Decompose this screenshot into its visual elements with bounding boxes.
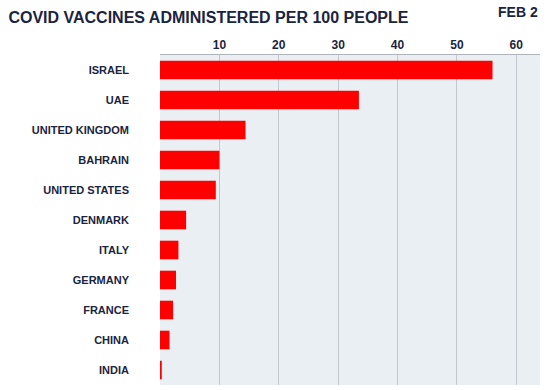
svg-text:BAHRAIN: BAHRAIN (78, 154, 129, 166)
svg-text:10: 10 (213, 38, 227, 52)
svg-text:20: 20 (272, 38, 286, 52)
svg-text:INDIA: INDIA (99, 364, 129, 376)
svg-text:FEB 2: FEB 2 (498, 4, 538, 20)
svg-text:40: 40 (391, 38, 405, 52)
svg-text:GERMANY: GERMANY (73, 274, 130, 286)
svg-text:FRANCE: FRANCE (83, 304, 129, 316)
svg-text:ITALY: ITALY (99, 244, 130, 256)
svg-text:UAE: UAE (106, 94, 129, 106)
svg-text:CHINA: CHINA (94, 334, 129, 346)
svg-text:DENMARK: DENMARK (73, 214, 129, 226)
svg-text:60: 60 (510, 38, 524, 52)
svg-text:UNITED KINGDOM: UNITED KINGDOM (32, 124, 129, 136)
svg-text:50: 50 (450, 38, 464, 52)
svg-text:ISRAEL: ISRAEL (89, 64, 130, 76)
svg-text:UNITED STATES: UNITED STATES (43, 184, 129, 196)
svg-text:COVID VACCINES ADMINISTERED PE: COVID VACCINES ADMINISTERED PER 100 PEOP… (8, 9, 408, 26)
svg-text:30: 30 (331, 38, 345, 52)
